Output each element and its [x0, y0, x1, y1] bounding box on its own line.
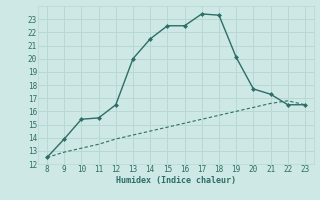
X-axis label: Humidex (Indice chaleur): Humidex (Indice chaleur) — [116, 176, 236, 185]
